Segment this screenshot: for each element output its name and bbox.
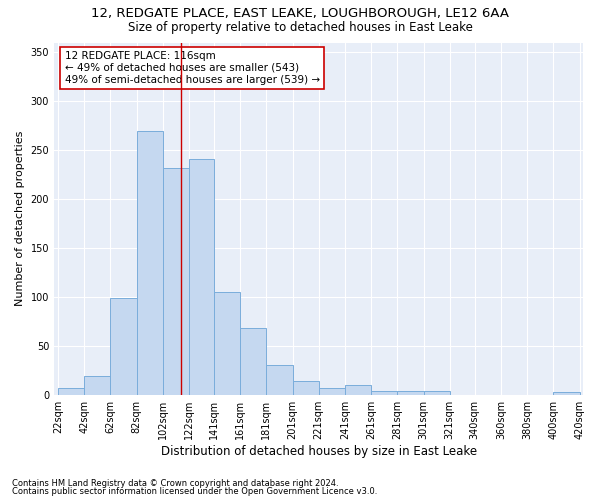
Bar — [240, 328, 266, 394]
Bar — [553, 392, 580, 394]
Text: 12 REDGATE PLACE: 116sqm
← 49% of detached houses are smaller (543)
49% of semi-: 12 REDGATE PLACE: 116sqm ← 49% of detach… — [65, 52, 320, 84]
Text: Contains public sector information licensed under the Open Government Licence v3: Contains public sector information licen… — [12, 487, 377, 496]
X-axis label: Distribution of detached houses by size in East Leake: Distribution of detached houses by size … — [161, 444, 477, 458]
Bar — [266, 366, 293, 394]
Text: Size of property relative to detached houses in East Leake: Size of property relative to detached ho… — [128, 21, 472, 34]
Bar — [293, 381, 319, 394]
Text: 12, REDGATE PLACE, EAST LEAKE, LOUGHBOROUGH, LE12 6AA: 12, REDGATE PLACE, EAST LEAKE, LOUGHBORO… — [91, 8, 509, 20]
Bar — [189, 159, 214, 394]
Bar — [214, 292, 240, 394]
Bar — [397, 391, 424, 394]
Bar — [345, 385, 371, 394]
Bar — [163, 168, 189, 394]
Bar — [137, 130, 163, 394]
Bar — [424, 391, 450, 394]
Text: Contains HM Land Registry data © Crown copyright and database right 2024.: Contains HM Land Registry data © Crown c… — [12, 478, 338, 488]
Y-axis label: Number of detached properties: Number of detached properties — [15, 131, 25, 306]
Bar — [371, 391, 397, 394]
Bar — [110, 298, 137, 394]
Bar — [84, 376, 110, 394]
Bar — [319, 388, 345, 394]
Bar — [58, 388, 84, 394]
